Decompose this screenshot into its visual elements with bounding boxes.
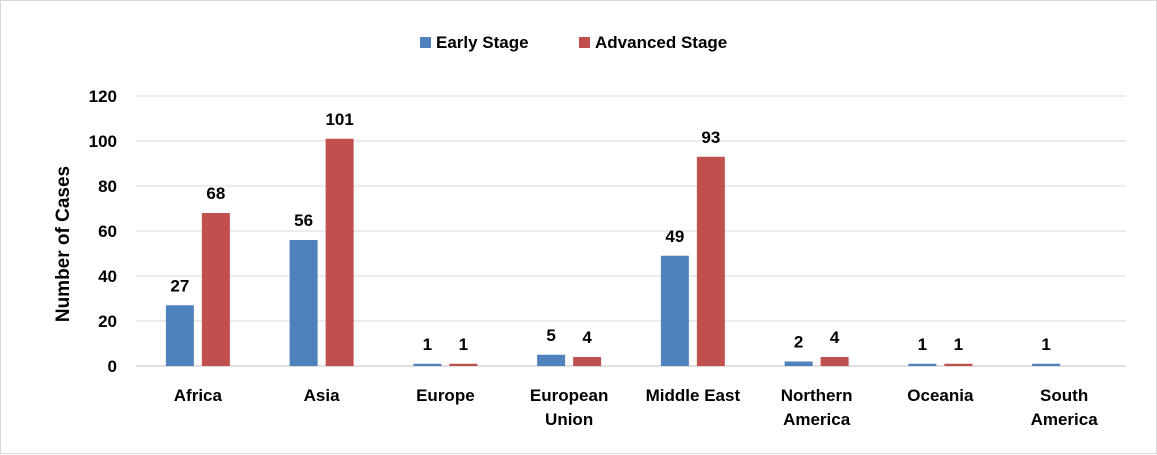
- y-tick-label: 0: [108, 357, 117, 376]
- x-category-label: European Union: [530, 386, 608, 429]
- bar: [820, 357, 849, 366]
- legend-swatch: [579, 37, 590, 48]
- data-label: 101: [325, 110, 353, 129]
- bar: [1032, 363, 1061, 366]
- x-category-label: Africa: [174, 386, 223, 405]
- data-label: 1: [954, 335, 963, 354]
- data-label: 68: [206, 184, 225, 203]
- bar: [573, 357, 602, 366]
- data-label: 4: [582, 328, 592, 347]
- data-label: 1: [918, 335, 927, 354]
- y-axis-label: Number of Cases: [53, 166, 74, 322]
- data-label: 49: [665, 227, 684, 246]
- x-category-label: Asia: [304, 386, 340, 405]
- data-label: 1: [459, 335, 468, 354]
- y-tick-label: 120: [89, 87, 117, 106]
- bar: [908, 363, 937, 366]
- x-category-label: Middle East: [646, 386, 741, 405]
- bar: [449, 363, 478, 366]
- bar: [165, 305, 194, 366]
- bar: [944, 363, 973, 366]
- data-label: 27: [170, 276, 189, 295]
- data-label: 4: [830, 328, 840, 347]
- data-label: 93: [701, 128, 720, 147]
- data-label: 5: [546, 326, 555, 345]
- bar: [696, 156, 725, 366]
- bar: [325, 138, 354, 366]
- data-label: 1: [1041, 335, 1050, 354]
- data-label: 1: [423, 335, 432, 354]
- y-tick-label: 100: [89, 132, 117, 151]
- bar: [413, 363, 442, 366]
- y-tick-label: 20: [98, 312, 117, 331]
- bars: [165, 138, 1061, 366]
- legend-label: Early Stage: [436, 33, 529, 52]
- data-label: 56: [294, 211, 313, 230]
- legend-label: Advanced Stage: [595, 33, 727, 52]
- gridlines: [136, 95, 1126, 367]
- bar: [289, 240, 318, 366]
- legend: Early Stage Advanced Stage: [420, 33, 727, 52]
- data-label: 2: [794, 333, 803, 352]
- x-category-label: South America: [1031, 386, 1099, 429]
- bar: [784, 361, 813, 366]
- x-category-label: Oceania: [907, 386, 974, 405]
- bar: [660, 255, 689, 366]
- y-tick-label: 40: [98, 267, 117, 286]
- y-tick-label: 80: [98, 177, 117, 196]
- y-axis-ticks: 0 20 40 60 80 100 120: [89, 87, 117, 376]
- x-axis-categories: Africa Asia Europe European Union Middle East…: [174, 386, 1098, 429]
- legend-swatch: [420, 37, 431, 48]
- x-category-label: Europe: [416, 386, 475, 405]
- y-tick-label: 60: [98, 222, 117, 241]
- data-labels: 27 68 56 101 1 1 5 4 49 93 2 4 1 1 1: [170, 110, 1050, 354]
- bar: [537, 354, 566, 366]
- x-category-label: Northern America: [781, 386, 853, 429]
- bar: [201, 213, 230, 366]
